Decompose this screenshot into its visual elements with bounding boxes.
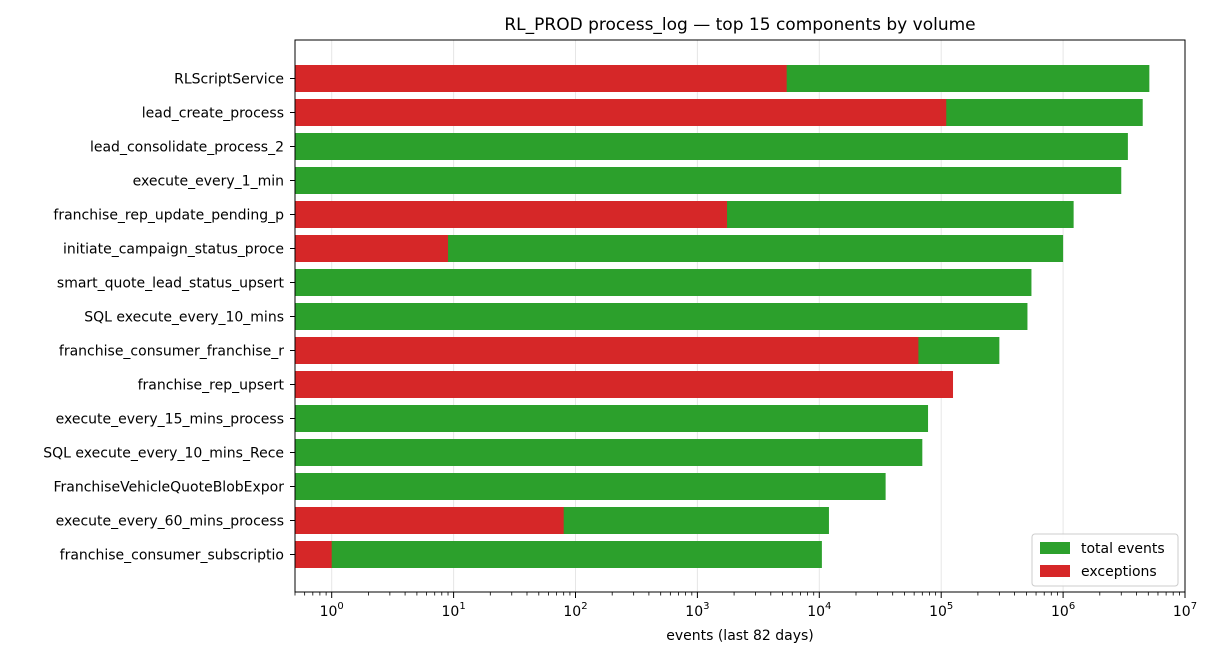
y-axis: RLScriptService lead_create_process lead_c… [43,72,295,564]
bar-total-events [295,473,886,500]
y-tick-label: franchise_rep_update_pending_p [53,208,284,224]
y-tick-label: smart_quote_lead_status_upsert [57,276,285,292]
y-tick-label: execute_every_15_mins_process [56,412,284,428]
bar-exceptions [295,99,947,126]
y-tick-label: lead_create_process [142,106,284,122]
y-tick-label: initiate_campaign_status_proce [63,242,284,258]
x-tick-label: 106 [1051,601,1075,620]
y-tick-label: FranchiseVehicleQuoteBlobExpor [53,480,284,496]
bar-total-events [295,303,1028,330]
x-tick-label: 105 [929,601,953,620]
bar-exceptions [295,235,449,262]
x-tick-label: 102 [563,601,587,620]
bar-exceptions [295,541,332,568]
bar-total-events [295,167,1122,194]
x-tick-label: 103 [685,601,709,620]
y-tick-label: RLScriptService [174,72,284,88]
y-tick-label: SQL execute_every_10_mins [84,310,284,326]
bar-exceptions [295,337,919,364]
bar-exceptions [295,201,728,228]
x-tick-label: 100 [320,601,344,620]
x-tick-label: 107 [1173,601,1197,620]
chart-title: RL_PROD process_log — top 15 components … [504,15,975,35]
bar-total-events [295,405,929,432]
y-tick-label: SQL execute_every_10_mins_Rece [43,446,284,462]
bar-exceptions [295,65,787,92]
y-tick-label: franchise_rep_upsert [138,378,285,394]
bar-total-events [295,439,923,466]
legend-swatch [1040,565,1070,577]
legend-label: total events [1081,541,1165,557]
bar-total-events [295,133,1128,160]
legend-swatch [1040,542,1070,554]
x-tick-label: 104 [807,601,831,620]
legend: total events exceptions [1031,533,1179,587]
x-tick-label: 101 [441,601,465,620]
bars [295,65,1150,568]
x-axis: 100 101 102 103 104 105 106 107 [294,592,1197,620]
y-tick-label: franchise_consumer_subscriptio [60,548,284,564]
x-axis-label: events (last 82 days) [666,628,814,644]
bar-exceptions [295,507,564,534]
bar-total-events [295,541,822,568]
bar-exceptions [295,371,954,398]
y-tick-label: execute_every_60_mins_process [56,514,284,530]
y-tick-label: execute_every_1_min [133,174,284,190]
y-tick-label: franchise_consumer_franchise_r [59,344,284,360]
legend-label: exceptions [1081,564,1157,580]
bar-total-events [295,269,1032,296]
y-tick-label: lead_consolidate_process_2 [90,140,284,156]
